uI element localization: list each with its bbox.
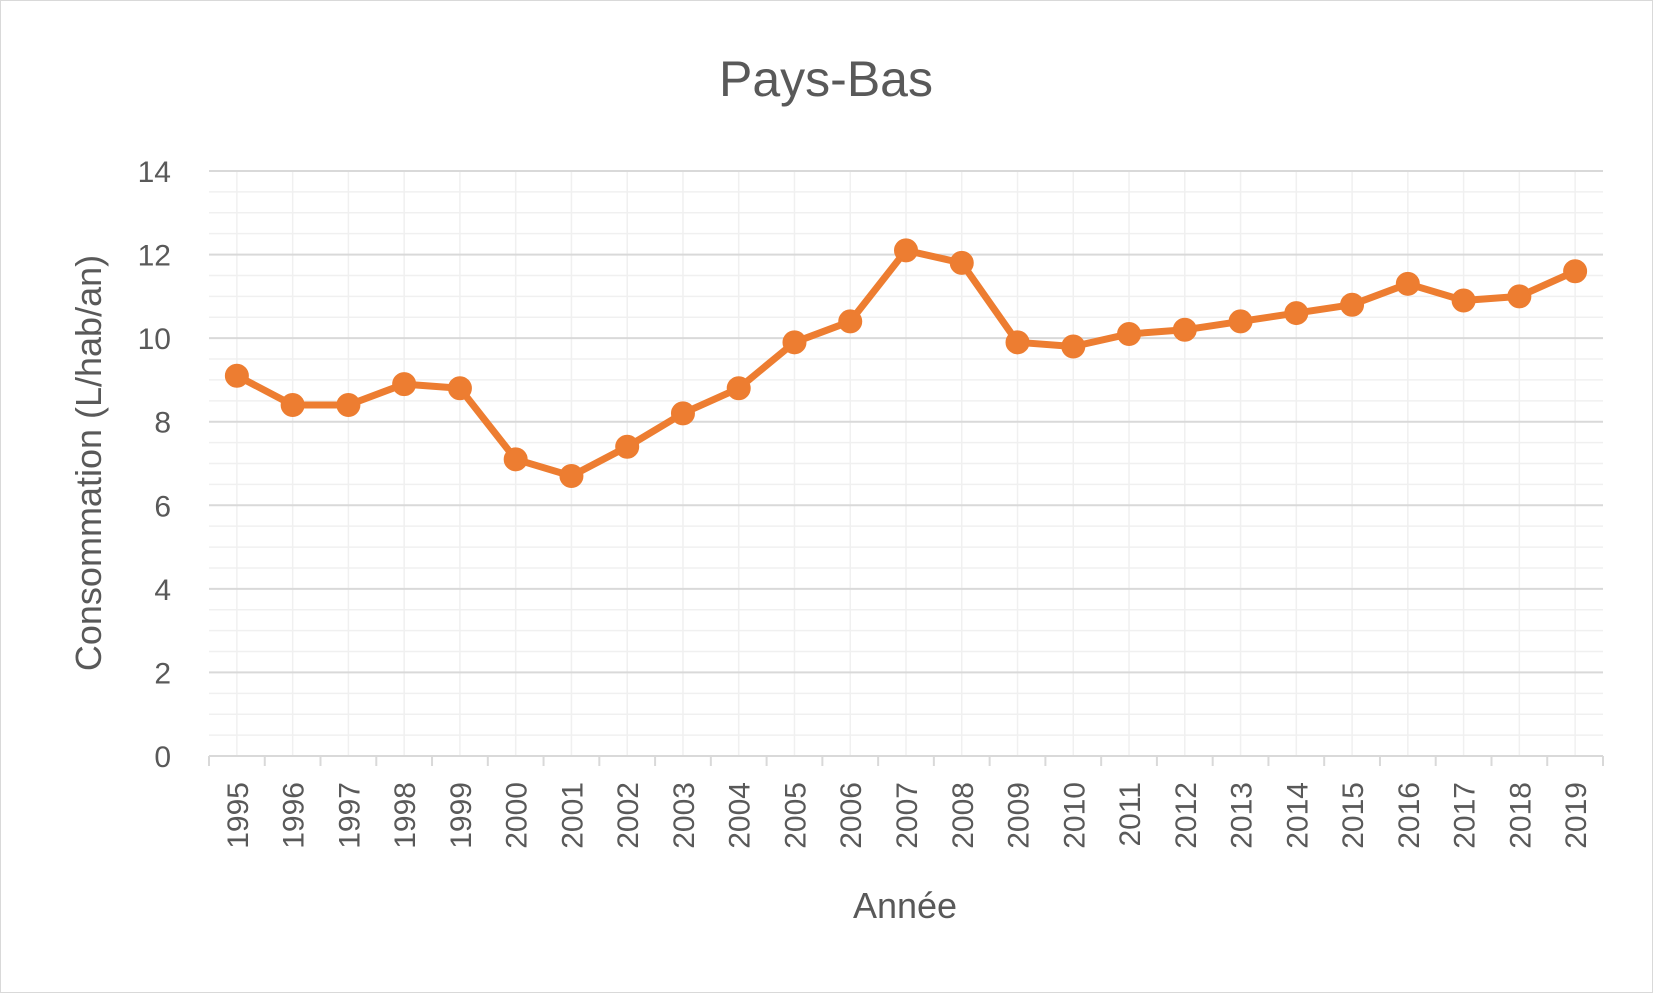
y-tick-label: 14 xyxy=(138,156,171,189)
data-point xyxy=(447,376,472,401)
data-point xyxy=(615,434,640,459)
x-tick-label: 2018 xyxy=(1504,782,1537,849)
data-point xyxy=(1172,317,1197,342)
x-tick-label: 2008 xyxy=(947,782,980,849)
x-tick-label: 2011 xyxy=(1114,782,1147,847)
y-tick-label: 4 xyxy=(154,574,171,607)
data-point xyxy=(224,363,249,388)
grid-layer xyxy=(209,170,1603,756)
x-tick-label: 2014 xyxy=(1281,782,1314,849)
data-point xyxy=(392,372,417,397)
data-point xyxy=(1395,271,1420,296)
data-point xyxy=(894,238,918,263)
x-tick-label: 2007 xyxy=(891,782,924,849)
x-tick-label: 1996 xyxy=(278,782,311,849)
data-point xyxy=(336,393,361,417)
x-tick-label: 2002 xyxy=(612,782,645,849)
x-tick-label: 2001 xyxy=(556,782,589,849)
data-point xyxy=(1563,259,1588,284)
data-point xyxy=(838,309,863,334)
x-axis-title: Année xyxy=(853,885,957,926)
y-tick-label: 6 xyxy=(154,490,171,523)
x-tick-label: 2003 xyxy=(668,782,701,849)
x-tick-label: 1995 xyxy=(222,782,255,849)
data-point xyxy=(1228,309,1253,334)
x-tick-label: 1997 xyxy=(333,782,366,849)
x-tick-label: 2005 xyxy=(779,782,812,849)
data-point xyxy=(1340,292,1365,317)
data-point xyxy=(949,250,974,275)
data-point xyxy=(1061,334,1086,359)
data-point xyxy=(280,393,305,417)
x-tick-label: 2004 xyxy=(724,782,757,849)
x-tick-label: 1998 xyxy=(389,782,422,849)
tick-layer: 0 2 4 6 8 10 12 14 1995 1996 1997 1998 1999 2000 2001 2… xyxy=(138,156,1593,849)
x-tick-label: 2012 xyxy=(1170,782,1203,849)
y-tick-label: 0 xyxy=(154,741,171,774)
y-tick-label: 8 xyxy=(154,407,171,440)
axis-layer xyxy=(208,755,1604,766)
data-point xyxy=(1005,330,1030,355)
y-tick-label: 12 xyxy=(138,240,171,273)
chart-title: Pays-Bas xyxy=(719,51,933,107)
x-tick-label: 1999 xyxy=(445,782,478,849)
x-tick-label: 2000 xyxy=(501,782,534,849)
series-layer xyxy=(224,238,1588,489)
x-tick-label: 2015 xyxy=(1337,782,1370,849)
y-tick-label: 10 xyxy=(138,323,171,356)
data-point xyxy=(503,447,528,472)
x-tick-label: 2009 xyxy=(1003,782,1036,849)
x-tick-label: 2016 xyxy=(1393,782,1426,849)
y-axis-title: Consommation (L/hab/an) xyxy=(68,255,109,671)
data-point xyxy=(1451,288,1476,313)
data-point xyxy=(1507,284,1532,309)
data-point xyxy=(1117,321,1142,346)
x-tick-label: 2006 xyxy=(835,782,868,849)
data-point xyxy=(559,464,584,489)
x-tick-label: 2019 xyxy=(1560,782,1593,849)
data-point xyxy=(782,330,807,355)
y-tick-label: 2 xyxy=(154,657,171,690)
data-point xyxy=(1284,301,1309,326)
data-point xyxy=(726,376,751,401)
x-tick-label: 2017 xyxy=(1449,782,1482,849)
x-tick-label: 2013 xyxy=(1226,782,1259,849)
x-tick-label: 2010 xyxy=(1058,782,1091,849)
data-point xyxy=(670,401,695,426)
